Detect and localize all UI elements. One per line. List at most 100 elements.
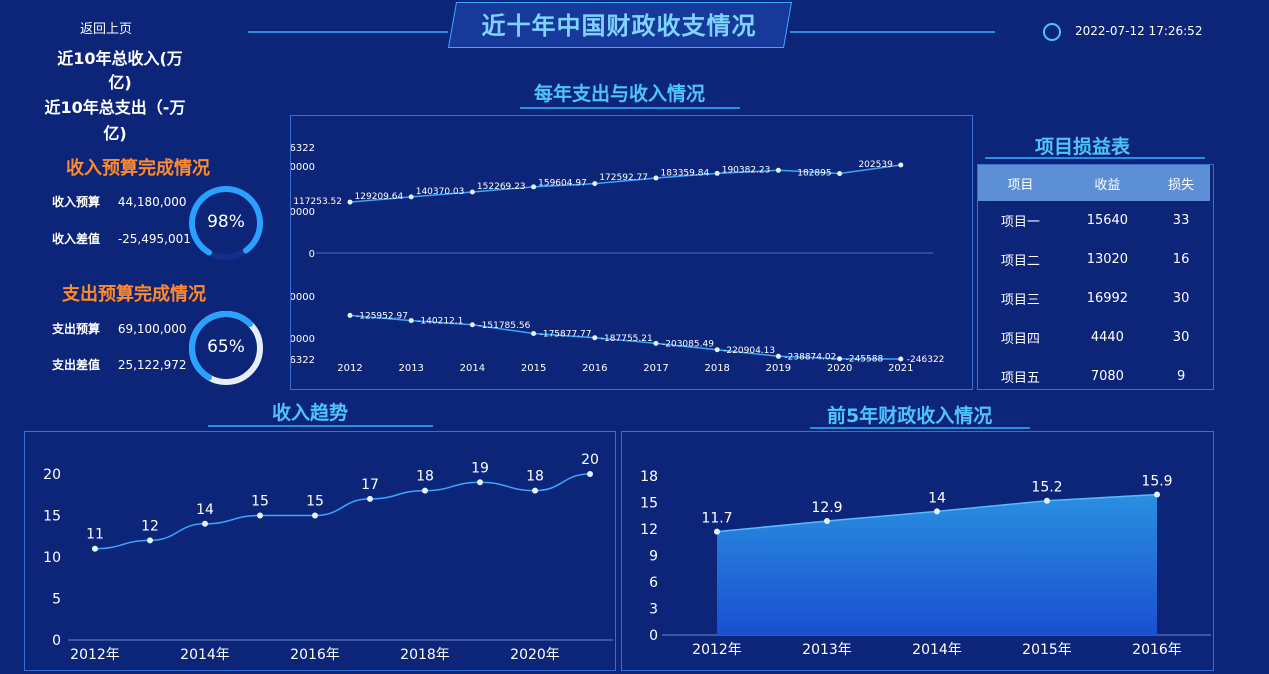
- trend-data-label: 11: [86, 527, 104, 543]
- trend-data-label: 12: [141, 518, 159, 534]
- top5-chart-panel: 0 3 6 9 12 15 18 11.7 12.9 14 15.2 15.9 2012年 2013年 20…: [621, 431, 1214, 671]
- header-line-left: [248, 31, 448, 33]
- table-cell: 13020: [1086, 252, 1129, 267]
- y-tick-label: 20: [43, 467, 61, 483]
- table-cell: 30: [1172, 291, 1190, 306]
- table-cell: 7080: [1090, 369, 1124, 384]
- top5-title: 前5年财政收入情况: [827, 405, 993, 427]
- table-row: 项目五 7080 9: [978, 357, 1210, 396]
- x-tick-label: 2016: [582, 363, 607, 374]
- expense-progress-ring: 65%: [187, 309, 265, 387]
- table-row: 项目四 4440 30: [978, 318, 1210, 357]
- datetime: 2022-07-12 17:26:52: [1075, 24, 1203, 38]
- table-cell: 33: [1172, 213, 1190, 228]
- table-cell: 项目一: [1000, 215, 1040, 230]
- table-cell: 项目三: [1000, 293, 1040, 308]
- expense-data-label: -175877.77: [540, 329, 592, 339]
- income-percent: 98%: [207, 212, 245, 232]
- trend-data-label: 18: [526, 469, 544, 485]
- expense-point: [653, 340, 659, 346]
- yearly-title-underline: [520, 107, 740, 109]
- trend-point: [477, 479, 483, 486]
- table-row: 项目一 15640 33: [978, 201, 1210, 240]
- expense-diff-row: 支出差值 25,122,972: [52, 356, 187, 373]
- income-data-label: 202539: [858, 160, 893, 170]
- total-expense-label: 近10年总支出（-万亿): [44, 98, 186, 143]
- top5-point: [1154, 491, 1160, 498]
- expense-data-label: -125952.97: [356, 311, 408, 321]
- top5-data-label: 14: [928, 490, 946, 506]
- x-tick-label: 2014年: [180, 647, 230, 663]
- trend-point: [92, 545, 98, 552]
- income-data-label: 140370.03: [416, 187, 465, 197]
- income-point: [714, 170, 720, 176]
- table-row: 项目三 16992 30: [978, 279, 1210, 318]
- back-link[interactable]: 返回上页: [80, 22, 133, 37]
- table-row: 项目二 13020 16: [978, 240, 1210, 279]
- expense-point: [898, 356, 904, 362]
- x-tick-label: 2021: [888, 363, 913, 374]
- income-diff-row: 收入差值 -25,495,001: [52, 230, 191, 247]
- expense-point: [347, 312, 353, 318]
- expense-diff-label: 支出差值: [52, 358, 101, 372]
- trend-chart: 0 5 10 15 20 11 12 14 15 15 17 18 19 18 20 2012年 2014年 20…: [43, 452, 613, 663]
- trend-data-label: 17: [361, 477, 379, 493]
- yearly-chart: 4632200000000000117253.52129209.64140370…: [283, 143, 945, 374]
- x-tick-label: 2016年: [290, 647, 340, 663]
- y-tick-label: 10: [43, 550, 61, 566]
- expense-point: [592, 335, 598, 341]
- clock-icon: [1043, 23, 1061, 41]
- trend-point: [367, 495, 373, 502]
- profit-table-panel: 项目 收益 损失 项目一 15640 33 项目二 13020 16 项目三 1…: [977, 164, 1214, 390]
- income-data-label: 117253.52: [293, 197, 342, 207]
- table-cell: 项目二: [1000, 254, 1040, 269]
- trend-data-label: 19: [471, 460, 489, 476]
- trend-point: [312, 512, 318, 519]
- table-cell: 16: [1172, 252, 1190, 267]
- expense-data-label: -187755.21: [601, 334, 653, 344]
- trend-point: [257, 512, 263, 519]
- expense-point: [531, 330, 537, 336]
- y-tick-label: 12: [640, 522, 658, 538]
- income-data-label: 159604.97: [538, 179, 587, 189]
- table-header: 损失: [1152, 165, 1210, 201]
- top5-area: [717, 494, 1157, 635]
- trend-data-label: 15: [306, 494, 324, 510]
- income-data-label: 190382.23: [722, 165, 771, 175]
- expense-data-label: -220904.13: [723, 346, 775, 356]
- y-tick-label: 46322: [291, 355, 315, 366]
- income-budget-title: 收入预算完成情况: [66, 158, 210, 179]
- income-point: [837, 171, 843, 177]
- top5-point: [824, 518, 830, 525]
- table-header: 项目: [978, 165, 1063, 201]
- income-data-label: 152269.23: [477, 182, 526, 192]
- table-cell: 9: [1176, 369, 1186, 384]
- expense-data-label: -246322: [907, 355, 945, 365]
- trend-point: [202, 520, 208, 527]
- income-point: [347, 199, 353, 205]
- x-tick-label: 2014: [460, 363, 485, 374]
- x-tick-label: 2014年: [912, 642, 962, 658]
- table-header: 收益: [1062, 165, 1153, 201]
- top5-data-label: 12.9: [811, 500, 842, 516]
- trend-point: [422, 487, 428, 494]
- x-tick-label: 2013: [398, 363, 423, 374]
- table-cell: 15640: [1086, 213, 1129, 228]
- income-budget-row: 收入预算 44,180,000: [52, 193, 187, 210]
- top5-chart: 0 3 6 9 12 15 18 11.7 12.9 14 15.2 15.9 2012年 2013年 20…: [640, 469, 1211, 658]
- x-tick-label: 2012年: [692, 642, 742, 658]
- y-tick-label: 0: [649, 628, 658, 644]
- x-tick-label: 2012年: [70, 647, 120, 663]
- income-data-label: 172592.77: [599, 173, 648, 183]
- top5-data-label: 15.9: [1141, 474, 1172, 490]
- trend-chart-panel: 0 5 10 15 20 11 12 14 15 15 17 18 19 18 20 2012年 2014年 20…: [24, 431, 616, 671]
- expense-budget-title: 支出预算完成情况: [62, 284, 206, 305]
- top5-data-label: 15.2: [1031, 480, 1062, 496]
- expense-point: [714, 347, 720, 353]
- income-data-label: 183359.84: [661, 168, 710, 178]
- x-tick-label: 2018年: [400, 647, 450, 663]
- table-cell: 16992: [1086, 291, 1129, 306]
